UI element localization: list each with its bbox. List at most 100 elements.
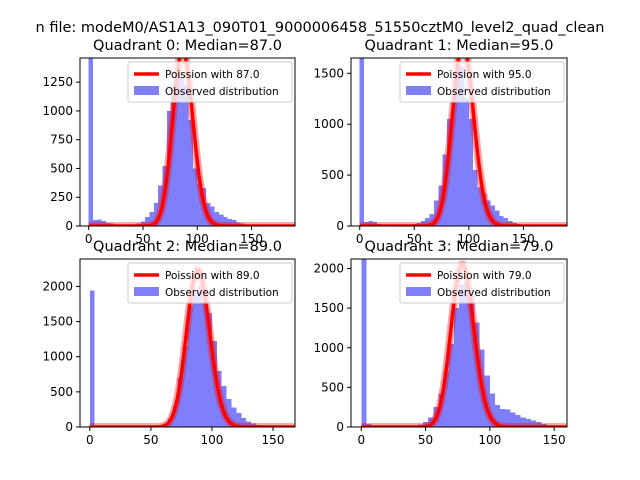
y-tick-label: 1250 <box>42 75 73 89</box>
x-tick-label: 100 <box>457 232 480 246</box>
x-tick-label: 50 <box>143 433 158 447</box>
histogram-bar <box>515 415 521 427</box>
y-tick-label: 2000 <box>42 279 73 293</box>
y-tick-label: 1000 <box>313 341 344 355</box>
histogram-bar <box>207 313 212 427</box>
histogram-bar <box>158 185 163 226</box>
plot-area <box>356 58 567 226</box>
histogram-bar <box>429 213 434 226</box>
histogram-bar <box>182 346 188 427</box>
histogram-bar <box>490 205 495 226</box>
histogram-bar <box>368 220 373 226</box>
y-tick-label: 2000 <box>313 262 344 276</box>
x-tick-label: 100 <box>186 232 209 246</box>
histogram-bar <box>179 77 185 226</box>
legend: Poission with 89.0 Observed distribution <box>127 262 293 304</box>
histogram-bar <box>438 393 444 427</box>
y-tick-label: 1500 <box>313 66 344 80</box>
histogram-bar <box>447 119 452 226</box>
legend-box <box>127 262 293 304</box>
poisson-curve <box>88 58 295 226</box>
x-tick-label: 0 <box>85 232 93 246</box>
y-tick-label: 1000 <box>42 104 73 118</box>
histogram-bar <box>372 221 378 226</box>
axes-frame <box>79 258 296 428</box>
legend-label-observed: Observed distribution <box>437 86 551 98</box>
histogram-bar <box>218 214 224 226</box>
histogram-bar <box>468 119 474 226</box>
y-tick-label: 500 <box>50 161 73 175</box>
histogram-bar <box>364 221 369 226</box>
histogram-bar <box>474 322 480 427</box>
histogram-bar <box>484 375 490 427</box>
legend-swatch-observed <box>134 287 159 296</box>
histogram-bar <box>495 404 501 427</box>
legend-label-observed: Observed distribution <box>437 287 551 299</box>
histogram-bar <box>359 58 365 226</box>
poisson-curve-glow <box>85 58 295 226</box>
y-tick-label: 1000 <box>313 117 344 131</box>
x-tick-label: 0 <box>86 433 94 447</box>
histogram-bar <box>210 206 215 226</box>
x-tick-label: 150 <box>262 433 285 447</box>
subplot-title: Quadrant 3: Median=79.0 <box>365 239 554 255</box>
plot-area <box>85 58 295 226</box>
y-tick-label: 500 <box>50 385 73 399</box>
histogram-bar <box>495 210 500 226</box>
histogram-bar <box>428 417 434 427</box>
histogram-bar <box>443 371 449 427</box>
histogram-bar <box>89 290 95 427</box>
histogram-bar <box>510 412 516 427</box>
y-tick-label: 250 <box>50 190 73 204</box>
x-tick-label: 50 <box>418 433 433 447</box>
axes-frame <box>350 57 568 227</box>
histogram-bar <box>246 421 252 427</box>
legend-swatch-observed <box>406 287 431 296</box>
legend-swatch-observed <box>406 86 431 95</box>
y-tick-label: 1500 <box>42 315 73 329</box>
histogram-bar <box>455 63 461 226</box>
histogram-bar <box>503 217 509 226</box>
y-tick-label: 1000 <box>42 350 73 364</box>
histogram-bar <box>448 343 454 427</box>
histogram-bar <box>145 216 150 226</box>
axes-frame <box>350 258 568 428</box>
y-tick-label: 500 <box>321 380 344 394</box>
histogram-bar <box>469 296 475 427</box>
histogram-bar <box>451 98 456 226</box>
legend-box <box>399 61 565 103</box>
legend-label-poisson: Poission with 95.0 <box>437 69 532 81</box>
y-tick-label: 0 <box>336 420 344 434</box>
histogram-bar <box>211 341 217 427</box>
y-tick-label: 500 <box>321 168 344 182</box>
subplot-quadrant-0: 0 50 100 150 0 250 500 750 1000 1250 Quadrant 0: M… <box>42 38 296 246</box>
histogram-bar <box>500 408 506 427</box>
legend-label-observed: Observed distribution <box>165 86 279 98</box>
histogram-bar <box>459 284 465 427</box>
histogram-bar <box>101 220 107 226</box>
histogram-bar <box>531 420 537 427</box>
y-tick-label: 0 <box>65 420 73 434</box>
legend-label-poisson: Poission with 89.0 <box>165 270 260 282</box>
histogram-bar <box>423 422 429 427</box>
subplot-title: Quadrant 0: Median=87.0 <box>93 38 282 54</box>
histogram-bar <box>232 220 237 226</box>
figure-suptitle: n file: modeM0/AS1A13_090T01_9000006458_… <box>36 20 605 36</box>
histogram-bar <box>477 187 482 226</box>
histogram-bar <box>489 393 495 427</box>
histogram-bar <box>464 281 470 427</box>
histogram-bar <box>361 259 367 427</box>
histogram-bar <box>231 407 237 427</box>
histogram-bar <box>202 301 208 427</box>
histogram-bar <box>505 409 511 427</box>
histogram-bar <box>221 386 227 427</box>
legend-label-poisson: Poission with 87.0 <box>165 69 260 81</box>
histogram-bar <box>227 219 233 226</box>
y-tick-label: 0 <box>65 219 73 233</box>
legend: Poission with 95.0 Observed distribution <box>399 61 565 103</box>
